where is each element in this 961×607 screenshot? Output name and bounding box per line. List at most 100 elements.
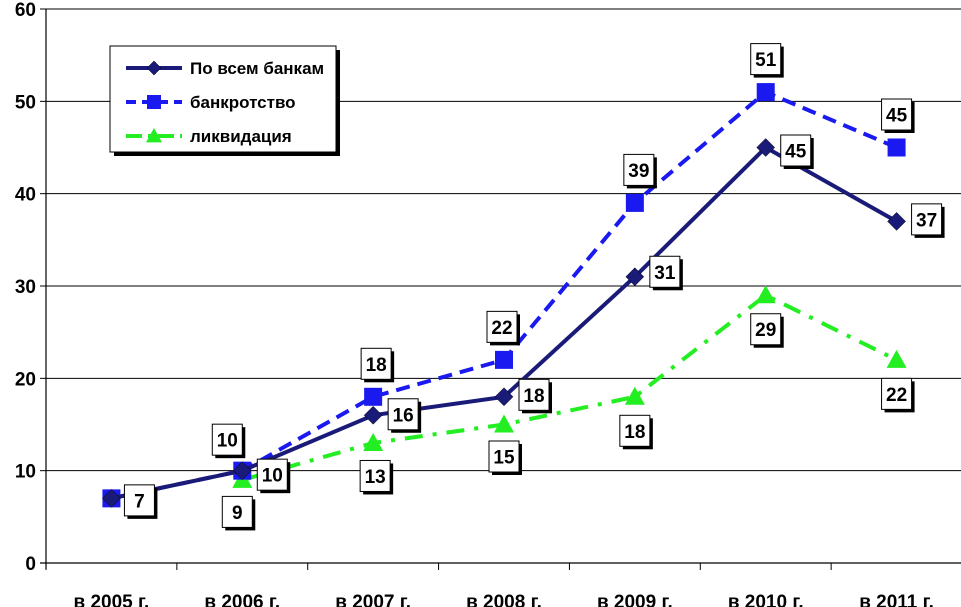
data-label-box — [221, 495, 253, 528]
data-label-box — [881, 98, 913, 131]
data-label-text: 22 — [886, 385, 907, 406]
data-labels-layer: 7 10 16 18 31 45 37 10 18 22 39 51 45 9 13 15 18 29 22 — [123, 43, 945, 531]
data-label: 9 — [221, 495, 256, 531]
legend-label: ликвидация — [190, 127, 292, 146]
diamond-marker — [146, 60, 162, 76]
data-label-text: 18 — [624, 422, 645, 443]
y-tick-label: 50 — [15, 92, 36, 113]
triangle-marker — [624, 386, 645, 405]
y-tick-label: 10 — [15, 462, 36, 483]
x-tick-label: в 2010 г. — [728, 592, 804, 607]
data-label: 7 — [123, 484, 158, 519]
data-label-box — [750, 313, 782, 346]
data-label: 10 — [211, 423, 246, 459]
data-label: 10 — [256, 458, 291, 494]
data-label: 18 — [360, 347, 395, 383]
y-tick-label: 20 — [15, 369, 36, 390]
data-label: 37 — [911, 203, 945, 238]
data-label-box — [256, 458, 288, 491]
data-label-text: 10 — [217, 431, 238, 452]
triangle-marker — [494, 414, 514, 433]
data-label-box — [486, 310, 518, 343]
data-label: 45 — [881, 98, 915, 133]
data-label-text: 16 — [393, 405, 414, 426]
data-label: 15 — [488, 440, 522, 475]
data-label-box — [360, 347, 392, 380]
series-2 — [232, 285, 907, 488]
data-label-box — [750, 43, 782, 76]
series-line — [241, 292, 898, 482]
axes — [40, 9, 961, 569]
data-label-box — [649, 255, 681, 288]
data-label-text: 39 — [628, 161, 649, 182]
y-tick-label: 30 — [15, 277, 36, 298]
x-tick-label: в 2008 г. — [466, 592, 542, 607]
data-label: 22 — [881, 377, 915, 413]
data-label: 39 — [623, 153, 657, 189]
square-marker — [495, 350, 513, 369]
data-label: 16 — [387, 398, 422, 433]
series-0 — [102, 138, 906, 508]
data-label-box — [911, 203, 943, 236]
data-label: 51 — [750, 43, 784, 78]
legend: По всем банкам банкротство ликвидация — [109, 45, 340, 156]
data-label-text: 13 — [365, 467, 386, 488]
data-label-box — [881, 377, 913, 410]
x-tick-label: в 2006 г. — [204, 592, 280, 607]
diamond-marker — [887, 212, 906, 231]
diamond-marker — [756, 138, 776, 157]
diamond-marker — [232, 461, 252, 481]
data-label-box — [211, 423, 243, 456]
square-marker — [887, 138, 906, 157]
data-label-text: 18 — [523, 386, 544, 407]
data-label-text: 31 — [654, 263, 676, 284]
triangle-marker — [146, 128, 162, 143]
square-marker — [625, 193, 644, 212]
data-label-box — [359, 459, 391, 492]
data-label-box — [780, 134, 812, 167]
x-axis-ticks: в 2005 г. в 2006 г. в 2007 г. в 2008 г. в 20… — [45, 563, 934, 607]
data-label-box — [488, 440, 520, 473]
legend-label: банкротство — [190, 93, 296, 112]
y-tick-label: 0 — [25, 554, 36, 575]
data-label-text: 7 — [134, 491, 145, 512]
square-marker — [756, 83, 775, 102]
data-label-text: 51 — [755, 50, 777, 71]
data-label-box — [619, 414, 651, 447]
data-label-box — [623, 153, 655, 186]
series-layer — [102, 83, 907, 508]
data-label-text: 37 — [916, 210, 937, 231]
data-label: 13 — [359, 459, 394, 495]
data-label: 18 — [619, 414, 653, 450]
data-label: 31 — [649, 255, 683, 291]
data-label-text: 29 — [755, 320, 776, 341]
legend-item: банкротство — [126, 93, 296, 112]
x-tick-label: в 2007 г. — [335, 592, 411, 607]
data-label-text: 22 — [491, 318, 512, 339]
data-label-text: 18 — [366, 355, 387, 376]
data-label-text: 45 — [785, 142, 807, 163]
legend-label: По всем банкам — [190, 59, 324, 78]
data-label-text: 10 — [262, 466, 283, 487]
data-label-box — [387, 398, 419, 431]
legend-item: ликвидация — [126, 127, 292, 146]
data-label: 29 — [750, 313, 784, 348]
diamond-marker — [625, 267, 645, 287]
data-label-box — [518, 378, 550, 411]
square-marker — [364, 387, 383, 406]
diamond-marker — [363, 405, 383, 425]
x-tick-label: в 2011 г. — [859, 592, 934, 607]
x-tick-label: в 2009 г. — [597, 592, 673, 607]
data-label-text: 15 — [493, 448, 515, 469]
data-label: 18 — [518, 378, 552, 414]
diamond-marker — [102, 489, 121, 508]
diamond-marker — [494, 387, 514, 407]
x-tick-label: в 2005 г. — [74, 592, 150, 607]
legend-item: По всем банкам — [126, 59, 324, 78]
data-label-box — [123, 484, 155, 517]
triangle-marker — [363, 432, 384, 451]
data-label-text: 45 — [886, 106, 908, 127]
y-tick-label: 60 — [15, 0, 36, 21]
data-label-text: 9 — [232, 503, 243, 524]
triangle-marker — [886, 349, 907, 368]
